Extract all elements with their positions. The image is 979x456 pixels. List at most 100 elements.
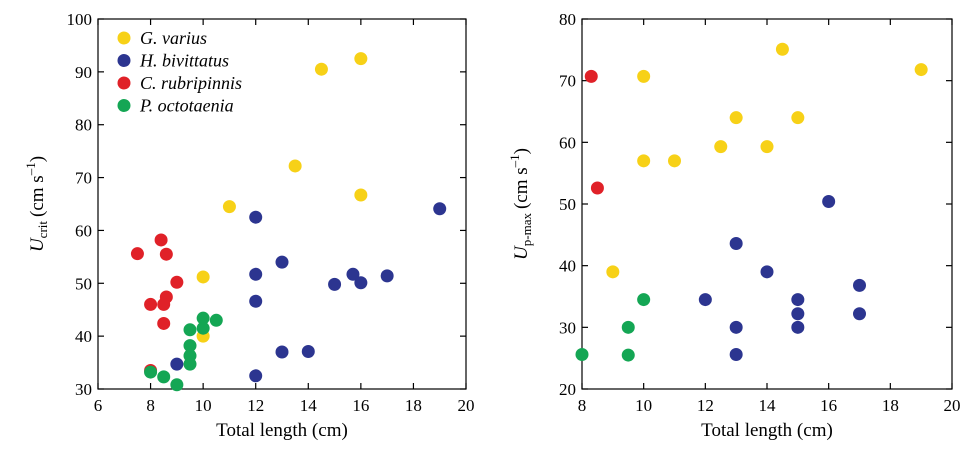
x-tick-label: 16 xyxy=(820,396,837,415)
data-point xyxy=(249,369,263,383)
data-point xyxy=(822,195,836,209)
data-point xyxy=(729,347,743,361)
data-point xyxy=(275,255,289,269)
data-point xyxy=(301,344,315,358)
data-point xyxy=(714,140,728,154)
x-tick-label: 10 xyxy=(195,396,212,415)
data-point xyxy=(637,69,651,83)
y-tick-label: 90 xyxy=(75,63,92,82)
data-point xyxy=(775,42,789,56)
legend-marker xyxy=(117,54,131,67)
data-point xyxy=(222,200,236,214)
legend-label: G. varius xyxy=(140,28,207,48)
y-tick-label: 20 xyxy=(559,380,576,399)
data-point xyxy=(154,233,168,247)
data-point xyxy=(157,316,171,330)
data-point xyxy=(621,348,635,362)
legend-marker xyxy=(117,31,131,45)
data-point xyxy=(729,320,743,334)
data-point xyxy=(575,347,589,361)
data-point xyxy=(196,311,210,325)
y-tick-label: 100 xyxy=(67,10,93,29)
y-tick-label: 60 xyxy=(559,133,576,152)
data-point xyxy=(130,247,144,261)
data-point xyxy=(249,267,263,281)
x-tick-label: 10 xyxy=(635,396,652,415)
data-point xyxy=(380,269,394,283)
y-tick-label: 80 xyxy=(559,10,576,29)
y-tick-label: 60 xyxy=(75,221,92,240)
data-point xyxy=(159,247,173,261)
x-tick-label: 18 xyxy=(882,396,899,415)
data-point xyxy=(354,188,368,202)
legend-label: P. octotaenia xyxy=(139,96,234,116)
x-tick-label: 14 xyxy=(300,396,318,415)
x-tick-label: 20 xyxy=(458,396,475,415)
data-point xyxy=(698,293,712,307)
x-tick-label: 18 xyxy=(405,396,422,415)
y-tick-label: 50 xyxy=(75,274,92,293)
data-point xyxy=(170,378,184,392)
data-point xyxy=(791,293,805,307)
data-point xyxy=(853,278,866,292)
data-point xyxy=(314,62,328,76)
data-point xyxy=(196,321,210,335)
legend-marker xyxy=(117,76,131,90)
data-point xyxy=(275,345,289,359)
data-point xyxy=(209,313,223,327)
data-point xyxy=(249,294,263,308)
y-axis-label: Up-max(cm s–1) xyxy=(507,148,534,260)
x-tick-label: 8 xyxy=(578,396,587,415)
data-point xyxy=(637,154,651,168)
data-point xyxy=(328,277,342,291)
x-axis-label: Total length (cm) xyxy=(701,420,833,441)
data-point xyxy=(791,111,805,125)
data-point xyxy=(183,323,197,337)
data-point xyxy=(729,111,743,125)
y-tick-label: 30 xyxy=(75,380,92,399)
legend-marker xyxy=(117,99,131,112)
data-point xyxy=(791,320,805,334)
data-point xyxy=(144,297,158,311)
data-point xyxy=(183,339,197,353)
data-point xyxy=(433,202,447,216)
data-point xyxy=(249,210,263,224)
data-point xyxy=(196,270,210,284)
chart-1: 6 8 10 12 14 16 18 20 30 40 50 60 70 80 90 100 Total len… xyxy=(23,10,475,441)
x-tick-label: 8 xyxy=(146,396,155,415)
y-tick-label: 80 xyxy=(75,116,92,135)
data-point xyxy=(668,154,681,168)
data-point xyxy=(170,275,184,289)
legend-label: H. bivittatus xyxy=(139,51,229,71)
y-axis-label: Ucrit(cm s–1) xyxy=(23,156,50,252)
data-point xyxy=(157,370,171,384)
y-tick-label: 30 xyxy=(559,318,576,337)
data-point xyxy=(288,159,302,173)
y-tick-label: 40 xyxy=(559,257,576,276)
data-point xyxy=(183,357,197,371)
data-point xyxy=(760,140,774,154)
plot-frame xyxy=(97,18,467,390)
x-tick-label: 6 xyxy=(94,396,103,415)
x-axis-label: Total length (cm) xyxy=(216,420,348,441)
x-tick-label: 12 xyxy=(697,396,714,415)
data-point xyxy=(346,267,360,281)
y-tick-label: 40 xyxy=(75,327,92,346)
legend-label: C. rubripinnis xyxy=(140,73,242,93)
chart-2: 8 10 12 14 16 18 20 20 30 40 50 60 70 80 Total length … xyxy=(507,10,961,441)
x-tick-label: 16 xyxy=(352,396,369,415)
data-point xyxy=(354,52,368,66)
data-point xyxy=(853,307,866,321)
data-point xyxy=(606,265,620,279)
data-point xyxy=(760,265,774,279)
data-point xyxy=(170,357,184,371)
data-point xyxy=(729,236,743,250)
y-tick-label: 50 xyxy=(559,195,576,214)
data-point xyxy=(590,181,604,195)
y-tick-label: 70 xyxy=(75,169,92,188)
data-point xyxy=(914,63,928,77)
data-point xyxy=(621,320,635,334)
data-point xyxy=(791,307,805,321)
